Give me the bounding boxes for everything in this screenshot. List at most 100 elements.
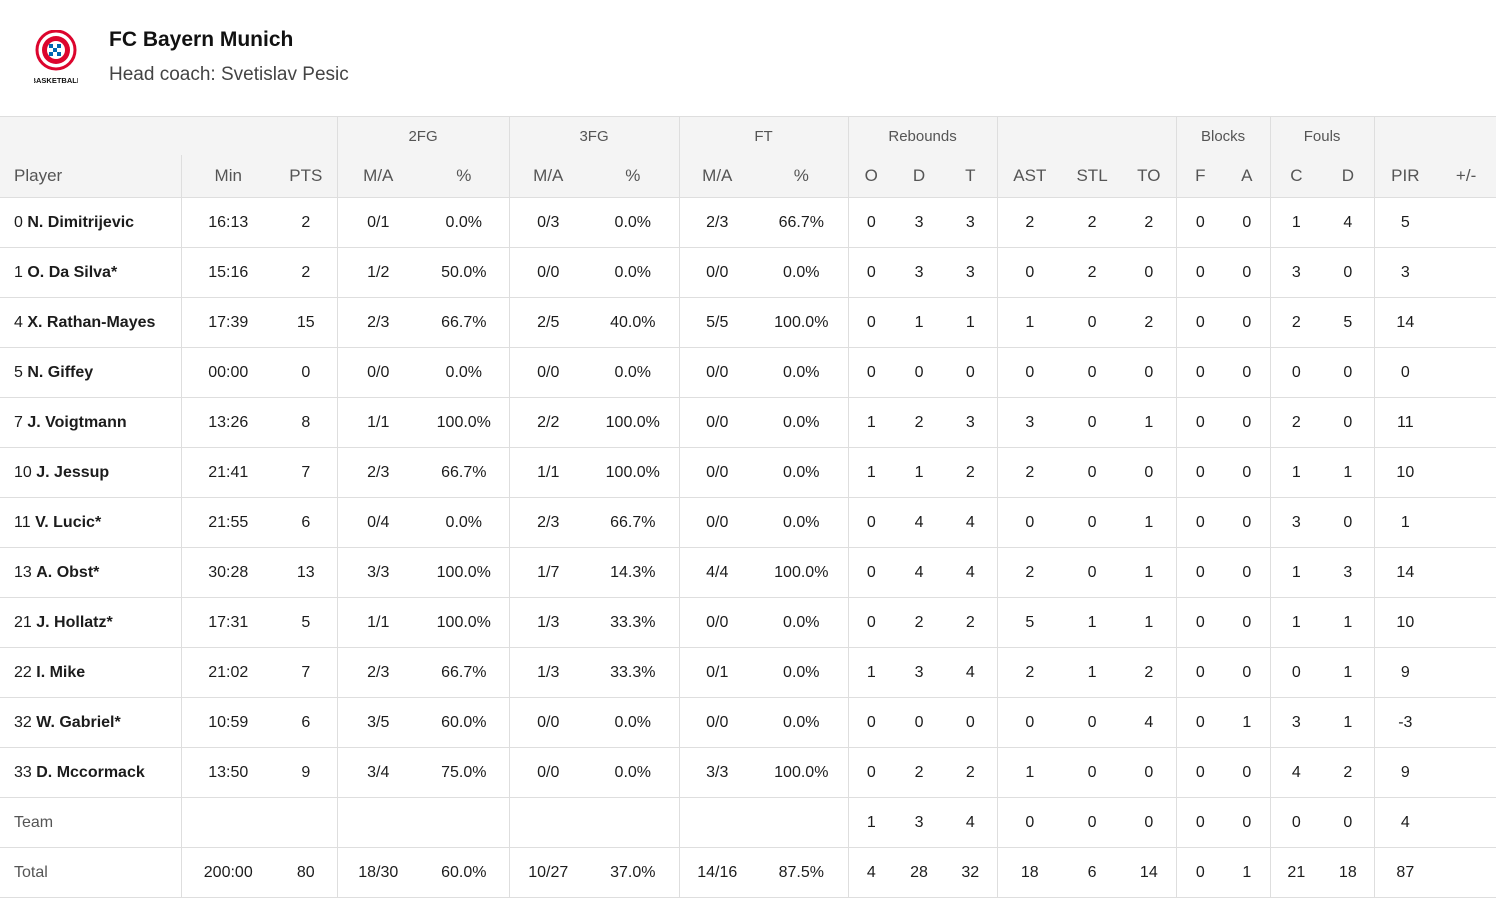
stat-foul-c: 3 (1269, 247, 1323, 298)
stat-2fg-pct: 50.0% (419, 247, 510, 298)
col-header[interactable]: TO (1122, 155, 1177, 198)
stat-3fg-ma: 1/1 (508, 447, 588, 498)
stat-2fg-pct (419, 797, 510, 848)
stat-3fg-pct: 100.0% (587, 397, 680, 448)
stat-min: 21:02 (180, 647, 275, 698)
stat-pir: -3 (1373, 697, 1437, 748)
stat-foul-c: 0 (1269, 347, 1323, 398)
stat-blk-f: 0 (1175, 847, 1225, 898)
col-header[interactable]: C (1269, 155, 1323, 198)
stat-reb-t: 3 (944, 197, 998, 248)
stat-pir: 5 (1373, 197, 1437, 248)
stat-reb-t: 1 (944, 297, 998, 348)
player-cell[interactable]: 4 X. Rathan-Mayes (0, 297, 181, 348)
stat-ast: 2 (996, 197, 1063, 248)
stat-stl: 0 (1062, 697, 1123, 748)
col-header[interactable]: % (587, 155, 680, 198)
stat-ast: 2 (996, 447, 1063, 498)
player-name: O. Da Silva* (27, 263, 118, 281)
player-cell[interactable]: 22 I. Mike (0, 647, 181, 698)
col-header[interactable]: PTS (275, 155, 338, 198)
stat-reb-o: 1 (847, 397, 895, 448)
stat-ft-ma: 0/1 (678, 647, 756, 698)
player-row: 10 J. Jessup 21:41 7 2/3 66.7% 1/1 100.0% 0/0 0.… (0, 447, 1496, 498)
stat-blk-f: 0 (1175, 347, 1225, 398)
player-cell[interactable]: 13 A. Obst* (0, 547, 181, 598)
stat-foul-d: 18 (1322, 847, 1375, 898)
player-cell[interactable]: 33 D. Mccormack (0, 747, 181, 798)
stat-3fg-ma: 2/3 (508, 497, 588, 548)
player-row: 1 O. Da Silva* 15:16 2 1/2 50.0% 0/0 0.0% 0/0 0.… (0, 247, 1496, 298)
player-number: 21 (14, 613, 32, 631)
stat-stl: 0 (1062, 347, 1123, 398)
team-logo: BASKETBALL (34, 30, 78, 85)
col-header[interactable]: A (1224, 155, 1271, 198)
player-number: 5 (14, 363, 23, 381)
col-header[interactable]: M/A (508, 155, 588, 198)
player-number: 0 (14, 213, 23, 231)
stat-ft-ma (678, 797, 756, 848)
stat-foul-d: 1 (1322, 447, 1375, 498)
player-row: 5 N. Giffey 00:00 0 0/0 0.0% 0/0 0.0% 0/0 0.0% 0 0… (0, 347, 1496, 398)
stat-2fg-ma: 0/4 (336, 497, 420, 548)
stat-reb-d: 2 (894, 747, 945, 798)
stat-blk-f: 0 (1175, 497, 1225, 548)
stat-reb-o: 0 (847, 497, 895, 548)
col-header[interactable]: F (1175, 155, 1225, 198)
stat-to: 1 (1122, 547, 1177, 598)
col-header[interactable]: AST (996, 155, 1063, 198)
stat-plus-minus (1436, 347, 1496, 398)
col-header[interactable]: STL (1062, 155, 1123, 198)
stat-reb-t: 4 (944, 797, 998, 848)
stat-stl: 0 (1062, 447, 1123, 498)
col-header[interactable]: Min (180, 155, 275, 198)
col-header[interactable]: M/A (678, 155, 756, 198)
stat-3fg-ma: 1/7 (508, 547, 588, 598)
player-number: 10 (14, 463, 32, 481)
col-header[interactable]: % (755, 155, 849, 198)
stat-reb-o: 0 (847, 247, 895, 298)
col-header[interactable]: D (894, 155, 945, 198)
stat-ast: 5 (996, 597, 1063, 648)
player-cell[interactable]: 10 J. Jessup (0, 447, 181, 498)
player-cell[interactable]: 5 N. Giffey (0, 347, 181, 398)
stat-reb-d: 28 (894, 847, 945, 898)
player-cell[interactable]: 11 V. Lucic* (0, 497, 181, 548)
stat-min: 16:13 (180, 197, 275, 248)
player-cell[interactable]: 0 N. Dimitrijevic (0, 197, 181, 248)
stat-blk-f: 0 (1175, 297, 1225, 348)
player-cell[interactable]: 32 W. Gabriel* (0, 697, 181, 748)
stat-2fg-pct: 66.7% (419, 447, 510, 498)
col-header[interactable]: T (944, 155, 998, 198)
stat-reb-o: 0 (847, 297, 895, 348)
stat-3fg-ma: 2/5 (508, 297, 588, 348)
stat-2fg-ma: 2/3 (336, 647, 420, 698)
stat-ft-pct (755, 797, 849, 848)
stat-reb-t: 2 (944, 597, 998, 648)
stat-reb-o: 0 (847, 197, 895, 248)
player-row: 11 V. Lucic* 21:55 6 0/4 0.0% 2/3 66.7% 0/0 0.0%… (0, 497, 1496, 548)
col-header[interactable]: O (847, 155, 895, 198)
stat-pts: 6 (275, 497, 338, 548)
player-name: N. Dimitrijevic (27, 213, 135, 231)
stat-pir: 10 (1373, 597, 1437, 648)
stat-to: 1 (1122, 397, 1177, 448)
stat-pts: 2 (275, 197, 338, 248)
stat-plus-minus (1436, 497, 1496, 548)
col-header[interactable]: % (419, 155, 510, 198)
col-header[interactable]: PIR (1373, 155, 1437, 198)
stat-ft-pct: 0.0% (755, 447, 849, 498)
stat-blk-a: 0 (1224, 797, 1271, 848)
stat-2fg-ma: 2/3 (336, 447, 420, 498)
stat-3fg-ma: 0/3 (508, 197, 588, 248)
col-header[interactable]: +/- (1436, 155, 1496, 198)
player-cell[interactable]: 7 J. Voigtmann (0, 397, 181, 448)
stat-to: 4 (1122, 697, 1177, 748)
col-header[interactable]: M/A (336, 155, 420, 198)
stat-3fg-ma: 0/0 (508, 747, 588, 798)
col-header[interactable]: D (1322, 155, 1375, 198)
player-name: A. Obst* (36, 563, 100, 581)
col-header[interactable]: Player (0, 155, 181, 198)
player-cell[interactable]: 21 J. Hollatz* (0, 597, 181, 648)
player-cell[interactable]: 1 O. Da Silva* (0, 247, 181, 298)
